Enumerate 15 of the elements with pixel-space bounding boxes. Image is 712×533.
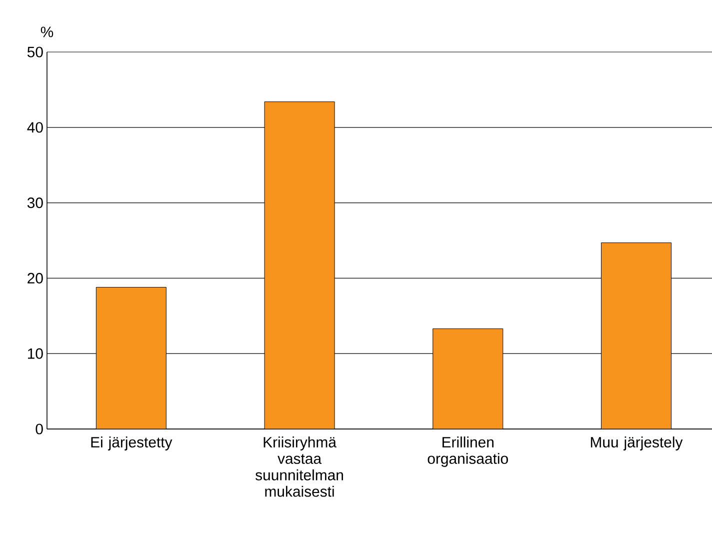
x-tick-label: Ei järjestetty — [91, 436, 172, 450]
y-tick-label: 10 — [28, 348, 43, 359]
y-tick-label: 30 — [27, 198, 43, 208]
bar — [600, 242, 672, 429]
y-tick-label: 0 — [36, 424, 43, 434]
x-tick-label: Kriisiryhmä vastaa suunnitelman mukaisesti — [256, 436, 343, 497]
x-tick-label: Erillinen organisaatio — [428, 436, 508, 467]
y-tick-label: 50 — [27, 46, 43, 58]
y-axis-title: % — [40, 26, 54, 38]
bar — [96, 286, 166, 429]
bar — [432, 328, 504, 429]
x-tick-label: Muu järjestely — [590, 436, 683, 450]
bar — [264, 102, 335, 429]
y-tick-label: 40 — [27, 122, 43, 133]
y-tick-label: 20 — [28, 272, 43, 284]
